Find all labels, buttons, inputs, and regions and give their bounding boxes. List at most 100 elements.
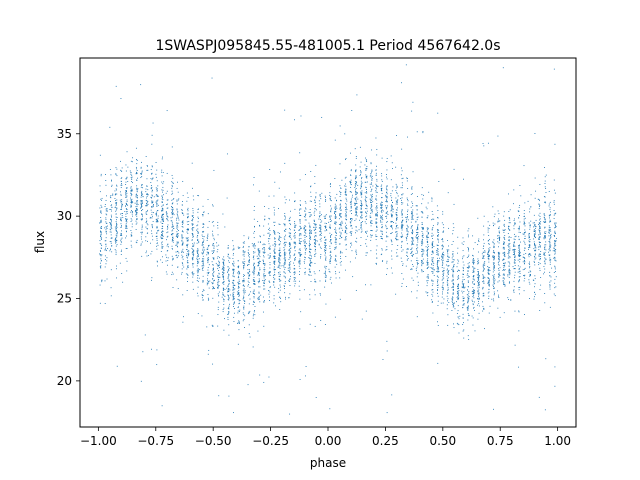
data-point [253, 263, 255, 265]
data-point [300, 311, 302, 313]
data-point [299, 262, 301, 264]
data-point [207, 235, 209, 237]
data-point [437, 271, 439, 273]
data-point [354, 220, 356, 222]
data-point [359, 219, 361, 221]
data-point [391, 258, 393, 260]
data-point [482, 286, 484, 288]
data-point [341, 216, 342, 218]
data-point [233, 316, 235, 318]
data-point [186, 261, 188, 263]
data-point [478, 297, 480, 299]
data-point [415, 270, 417, 272]
data-point [110, 234, 112, 236]
data-point [122, 213, 124, 214]
data-point [284, 213, 286, 214]
data-point [298, 238, 300, 240]
data-point [553, 68, 555, 70]
data-point [401, 216, 403, 218]
data-point [213, 237, 215, 239]
data-point [421, 256, 423, 257]
data-point [299, 254, 301, 256]
data-point [100, 262, 101, 264]
data-point [411, 225, 413, 227]
data-point [283, 230, 285, 232]
data-point [131, 190, 133, 192]
data-point [487, 221, 489, 223]
data-point [197, 271, 199, 273]
data-point [400, 257, 402, 259]
data-point [447, 268, 448, 270]
data-point [381, 212, 383, 214]
data-point [305, 243, 307, 245]
data-point [478, 238, 480, 240]
data-point [202, 270, 204, 271]
data-point [411, 213, 413, 215]
data-point [259, 256, 261, 258]
data-point [514, 268, 516, 269]
data-point [436, 271, 438, 272]
data-point [290, 210, 291, 212]
data-point [390, 220, 392, 222]
data-point [115, 230, 117, 232]
data-point [141, 233, 143, 235]
data-point [329, 248, 331, 249]
data-point [498, 226, 500, 228]
data-point [197, 255, 199, 257]
data-point [120, 201, 122, 203]
data-point [334, 206, 336, 208]
data-point [109, 222, 111, 223]
data-point [335, 214, 336, 216]
data-point [411, 226, 413, 228]
data-point [524, 238, 526, 240]
data-point [161, 175, 163, 177]
data-point [105, 217, 107, 219]
data-point [427, 241, 429, 243]
data-point [427, 262, 429, 263]
data-point [529, 228, 531, 230]
data-point [508, 282, 510, 284]
data-point [510, 236, 512, 238]
data-point [160, 237, 162, 239]
data-point [401, 228, 403, 230]
data-point [493, 259, 495, 261]
data-point [300, 233, 302, 235]
data-point [452, 304, 454, 306]
data-point [100, 204, 102, 206]
data-point [477, 251, 479, 253]
data-point [335, 255, 337, 257]
data-point [483, 234, 485, 236]
data-point [417, 239, 419, 241]
data-point [499, 252, 501, 254]
data-point [314, 207, 316, 209]
data-point [285, 234, 287, 236]
data-point [187, 264, 189, 266]
data-point [503, 236, 505, 238]
data-point [513, 241, 515, 243]
data-point [217, 221, 219, 223]
data-point [183, 266, 185, 268]
data-point [487, 252, 489, 254]
data-point [494, 213, 496, 215]
data-point [386, 212, 388, 214]
data-point [376, 207, 378, 209]
data-point [329, 245, 331, 247]
data-point [499, 232, 500, 234]
data-point [227, 291, 229, 293]
data-point [329, 232, 331, 234]
data-point [127, 180, 129, 182]
data-point [503, 269, 505, 271]
data-point [279, 243, 281, 245]
data-point [274, 262, 276, 264]
data-point [273, 262, 275, 264]
data-point [489, 247, 491, 249]
data-point [554, 287, 556, 289]
data-point [349, 152, 351, 154]
data-point [314, 278, 316, 280]
data-point [162, 210, 164, 212]
data-point [507, 297, 509, 299]
data-point [304, 236, 306, 238]
data-point [273, 268, 275, 270]
chart-title: 1SWASPJ095845.55-481005.1 Period 4567642… [155, 38, 500, 54]
